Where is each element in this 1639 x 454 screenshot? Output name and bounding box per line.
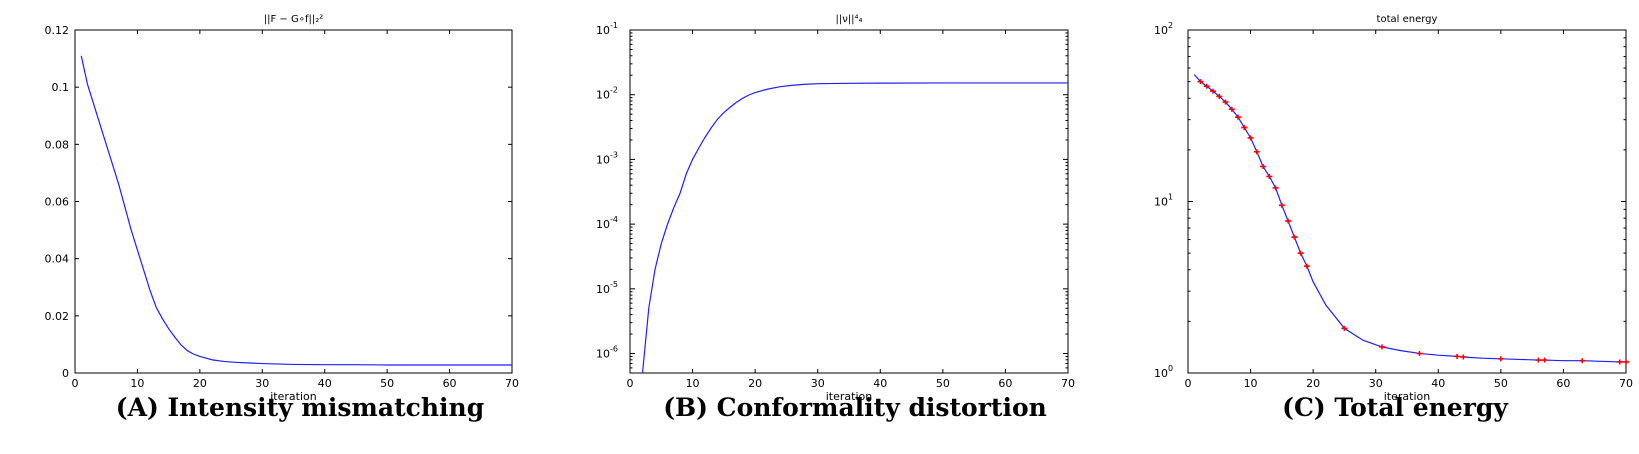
y-tick-label: 10 — [596, 24, 610, 37]
x-tick-label: 60 — [1556, 377, 1570, 390]
x-tick-label: 30 — [255, 377, 269, 390]
y-tick-label: 0.02 — [45, 310, 70, 323]
x-tick-label: 10 — [130, 377, 144, 390]
plot-area — [1187, 29, 1627, 374]
y-tick-label: 0.06 — [45, 196, 70, 209]
x-tick-label: 10 — [1244, 377, 1258, 390]
y-tick-exponent: -5 — [610, 280, 618, 289]
y-tick-label: 0.12 — [45, 24, 70, 37]
x-tick-label: 50 — [380, 377, 394, 390]
x-tick-label: 20 — [193, 377, 207, 390]
x-tick-label: 30 — [811, 377, 825, 390]
x-tick-label: 20 — [748, 377, 762, 390]
x-tick-label: 60 — [998, 377, 1012, 390]
y-tick-label: 0.1 — [52, 81, 70, 94]
y-tick-label: 10 — [1154, 367, 1168, 380]
series-line — [641, 82, 1068, 373]
x-tick-label: 40 — [318, 377, 332, 390]
x-tick-label: 70 — [505, 377, 519, 390]
y-tick-label: 10 — [1154, 24, 1168, 37]
x-tick-label: 30 — [1369, 377, 1383, 390]
y-tick-exponent: -6 — [610, 345, 618, 354]
x-tick-label: 50 — [936, 377, 950, 390]
y-tick-exponent: -4 — [610, 215, 618, 224]
x-tick-label: 50 — [1494, 377, 1508, 390]
x-tick-label: 70 — [1619, 377, 1633, 390]
x-tick-label: 60 — [443, 377, 457, 390]
x-tick-label: 0 — [1185, 377, 1192, 390]
y-tick-label: 10 — [596, 283, 610, 296]
series-line — [1193, 74, 1626, 363]
x-axis-label: iteration — [270, 390, 316, 403]
y-tick-label: 10 — [596, 348, 610, 361]
chart-caption: (A) Intensity mismatching — [116, 393, 484, 422]
plot-area — [629, 29, 1069, 374]
y-tick-label: 10 — [596, 153, 610, 166]
chart-title: ||F − G∘f||₂² — [264, 14, 324, 25]
chart-caption: (B) Conformality distortion — [663, 393, 1047, 422]
y-tick-label: 10 — [596, 89, 610, 102]
y-tick-label: 10 — [1154, 196, 1168, 209]
y-tick-exponent: 2 — [1168, 21, 1173, 30]
x-tick-label: 10 — [686, 377, 700, 390]
plot-area — [74, 29, 513, 374]
x-axis-label: iteration — [826, 390, 872, 403]
x-tick-label: 40 — [1431, 377, 1445, 390]
y-tick-label: 10 — [596, 218, 610, 231]
chart-caption: (C) Total energy — [1282, 393, 1509, 422]
series-line — [80, 55, 512, 366]
chart-panel: 0 10 20 30 40 50 60 70 0 0.02 0.04 0.06 0.08 0.1 0.12 |… — [45, 14, 520, 422]
y-tick-exponent: -1 — [610, 21, 618, 30]
x-tick-label: 40 — [873, 377, 887, 390]
chart-title: ||ν||⁴₄ — [835, 14, 862, 25]
x-tick-label: 70 — [1061, 377, 1075, 390]
x-axis-label: iteration — [1384, 390, 1430, 403]
x-tick-label: 20 — [1306, 377, 1320, 390]
chart-title: total energy — [1377, 14, 1438, 25]
y-tick-label: 0.08 — [45, 138, 70, 151]
y-tick-exponent: -3 — [610, 150, 618, 159]
x-tick-label: 0 — [72, 377, 79, 390]
y-tick-exponent: -2 — [610, 86, 618, 95]
x-tick-label: 0 — [627, 377, 634, 390]
y-tick-exponent: 1 — [1168, 193, 1173, 202]
y-tick-label: 0.04 — [45, 253, 70, 266]
y-tick-exponent: 0 — [1168, 364, 1173, 373]
y-tick-label: 0 — [62, 367, 69, 380]
